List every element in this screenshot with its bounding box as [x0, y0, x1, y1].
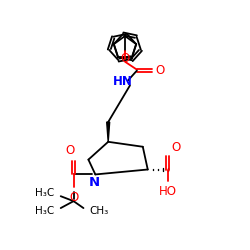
Text: O: O	[156, 64, 165, 77]
Text: O: O	[69, 191, 78, 204]
Text: H₃C: H₃C	[34, 206, 54, 216]
Polygon shape	[107, 122, 110, 142]
Text: N: N	[89, 176, 100, 190]
Text: O: O	[65, 144, 74, 157]
Text: O: O	[120, 52, 130, 65]
Text: HN: HN	[113, 75, 133, 88]
Text: O: O	[172, 141, 181, 154]
Text: H₃C: H₃C	[34, 188, 54, 198]
Text: CH₃: CH₃	[90, 206, 109, 216]
Text: HO: HO	[158, 185, 176, 198]
